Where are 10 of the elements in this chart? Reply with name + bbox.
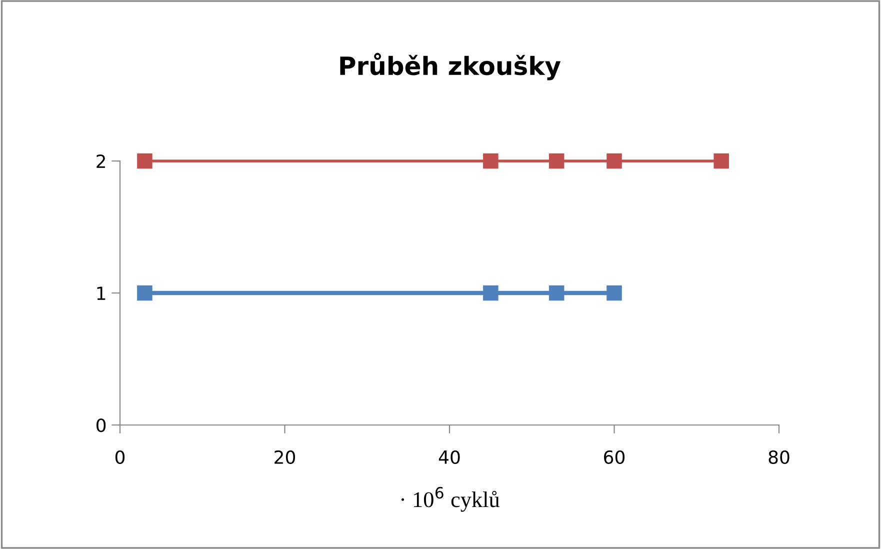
x-axis-title: · 10$^{6}$ cyklů (401, 486, 500, 512)
x-tick-label: 20 (274, 450, 296, 464)
x-tick-label: 40 (438, 450, 460, 464)
x-tick-label: 60 (604, 450, 625, 464)
x-tick-label: 0 (115, 450, 125, 464)
y-tick-label: 1 (97, 286, 106, 300)
y-tick-label: 2 (96, 154, 105, 168)
chart-title: Průběh zkoušky (340, 52, 561, 80)
y-tick-label: 0 (96, 418, 106, 432)
x-tick-label: 80 (768, 450, 790, 464)
